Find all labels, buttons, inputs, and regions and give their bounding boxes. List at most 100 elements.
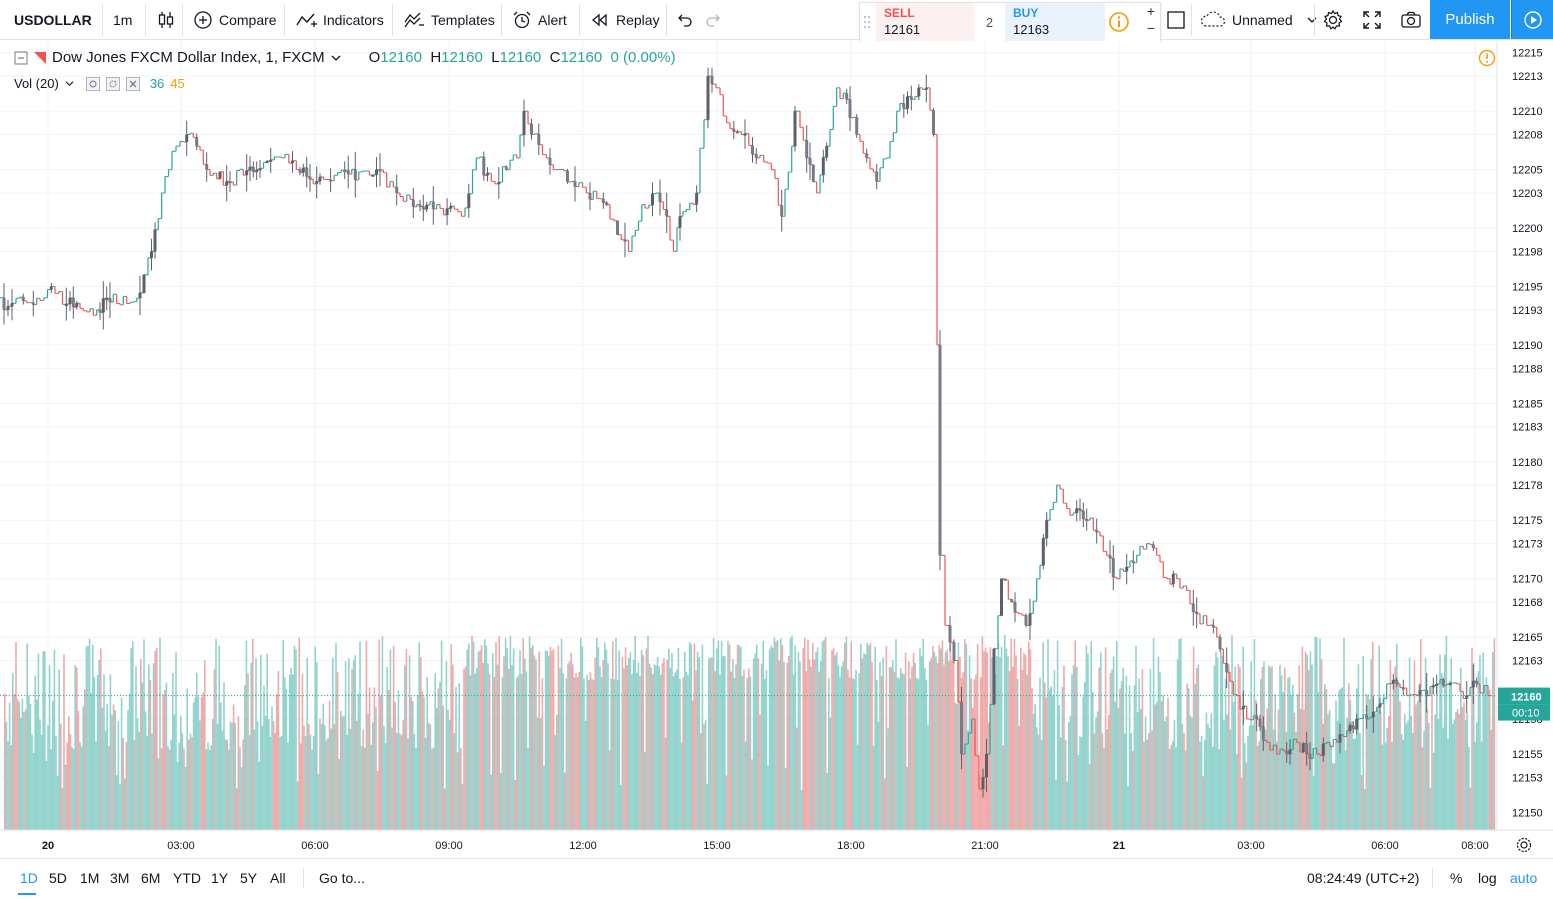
- fullscreen-button[interactable]: [1358, 0, 1386, 40]
- volume-bar: [1197, 664, 1200, 830]
- volume-bar: [391, 727, 393, 830]
- symbol-search-button[interactable]: USDOLLAR: [4, 0, 102, 40]
- volume-bar: [700, 733, 702, 830]
- chevron-down-icon[interactable]: [331, 54, 341, 62]
- publish-button[interactable]: Publish: [1430, 0, 1510, 39]
- volume-bar: [1450, 658, 1452, 830]
- volume-bar: [1084, 682, 1086, 830]
- volume-bar: [605, 649, 608, 830]
- undo-button[interactable]: [667, 0, 701, 40]
- series-title[interactable]: Dow Jones FXCM Dollar Index, 1, FXCM: [52, 49, 325, 66]
- screenshot-button[interactable]: [1396, 0, 1426, 40]
- minus-icon[interactable]: −: [1146, 20, 1156, 36]
- volume-bar: [1319, 638, 1321, 830]
- volume-bar: [543, 765, 545, 830]
- volume-bar: [1381, 744, 1384, 830]
- collapse-legend-icon[interactable]: [14, 51, 28, 65]
- volume-bar: [1042, 642, 1044, 830]
- volume-bar: [359, 641, 361, 830]
- quantity-stepper[interactable]: + −: [1142, 3, 1160, 41]
- volume-bar: [1420, 639, 1422, 830]
- countdown-badge: [1498, 704, 1550, 721]
- alert-button[interactable]: Alert: [502, 0, 577, 40]
- volume-bar: [285, 688, 288, 830]
- volume-bar: [970, 678, 972, 830]
- goto-button[interactable]: Go to...: [319, 870, 365, 886]
- close-icon[interactable]: [125, 76, 140, 91]
- layout-menu-button[interactable]: Unnamed: [1192, 0, 1325, 40]
- warning-icon[interactable]: [1478, 49, 1496, 67]
- range-5y[interactable]: 5Y: [240, 870, 258, 886]
- plus-icon[interactable]: +: [1146, 3, 1156, 19]
- candle-body: [1418, 690, 1422, 696]
- volume-bar: [112, 704, 115, 830]
- interval-button[interactable]: 1m: [103, 0, 142, 40]
- toolbar-divider: [182, 4, 183, 36]
- volume-bar: [160, 748, 163, 830]
- range-6m[interactable]: 6M: [141, 870, 161, 886]
- candle-body: [108, 298, 112, 303]
- volume-bar: [1362, 656, 1364, 830]
- candle-body: [1191, 603, 1195, 612]
- range-5d[interactable]: 5D: [49, 870, 67, 886]
- range-1y[interactable]: 1Y: [211, 870, 229, 886]
- indicators-button[interactable]: Indicators: [285, 0, 394, 40]
- chart-style-button[interactable]: [146, 0, 186, 40]
- settings-button[interactable]: [1318, 0, 1348, 40]
- volume-bar: [1140, 708, 1142, 830]
- volume-bar: [386, 666, 388, 830]
- volume-bar: [738, 645, 740, 830]
- volume-bar: [1104, 647, 1107, 830]
- volume-bar: [589, 672, 592, 830]
- volume-bar: [1290, 694, 1292, 830]
- volume-bar: [472, 641, 475, 830]
- volume-bar: [1092, 692, 1094, 830]
- log-toggle[interactable]: log: [1478, 870, 1497, 886]
- range-all[interactable]: All: [270, 870, 286, 886]
- clock-timezone[interactable]: 08:24:49 (UTC+2): [1307, 870, 1420, 886]
- quantity-value[interactable]: 2: [985, 14, 994, 30]
- redo-button[interactable]: [697, 0, 731, 40]
- volume-title[interactable]: Vol (20): [14, 76, 59, 91]
- chart-area[interactable]: 12215 12213 12210 12208 12205 12203 12200 12198…: [0, 41, 1553, 858]
- eye-icon[interactable]: [85, 76, 100, 91]
- volume-bar: [114, 710, 116, 830]
- volume-bar: [1101, 733, 1104, 830]
- percent-toggle[interactable]: %: [1450, 870, 1463, 886]
- volume-bar: [1340, 688, 1342, 830]
- range-1m[interactable]: 1M: [80, 870, 100, 886]
- volume-bar: [716, 648, 718, 830]
- volume-bar: [1199, 741, 1201, 830]
- price-tick-label: 12198: [1512, 246, 1543, 258]
- volume-bar: [172, 672, 174, 830]
- rectangle-button[interactable]: [1162, 0, 1190, 40]
- axis-settings-icon[interactable]: [1516, 837, 1532, 853]
- chevron-down-icon[interactable]: [65, 80, 74, 87]
- volume-bar: [1490, 729, 1492, 830]
- candle-body: [395, 187, 399, 193]
- replay-button[interactable]: Replay: [580, 0, 670, 40]
- play-button[interactable]: [1511, 0, 1553, 39]
- buy-button[interactable]: BUY 12163: [1005, 3, 1105, 41]
- volume-bar: [380, 695, 382, 830]
- templates-button[interactable]: Templates: [393, 0, 505, 40]
- volume-bar: [844, 642, 846, 830]
- gear-icon[interactable]: [105, 76, 120, 91]
- range-ytd[interactable]: YTD: [173, 870, 201, 886]
- volume-bar: [1384, 742, 1387, 830]
- range-1d[interactable]: 1D: [20, 870, 38, 886]
- volume-bar: [373, 687, 376, 830]
- ohlc-values: O12160 H12160 L12160 C12160 0 (0.00%): [369, 49, 676, 66]
- volume-bar: [421, 691, 424, 830]
- sell-button[interactable]: SELL 12161: [876, 3, 974, 41]
- candle-body: [530, 123, 533, 135]
- range-3m[interactable]: 3M: [110, 870, 130, 886]
- info-icon[interactable]: [1108, 11, 1130, 33]
- compare-button[interactable]: Compare: [183, 0, 287, 40]
- price-chart[interactable]: 12215 12213 12210 12208 12205 12203 12200 12198…: [0, 41, 1553, 858]
- volume-bar: [1132, 751, 1134, 830]
- volume-bar: [631, 674, 633, 830]
- auto-scale-toggle[interactable]: auto: [1510, 870, 1538, 886]
- drag-handle-icon[interactable]: [863, 15, 871, 29]
- price-tick-label: 12155: [1512, 749, 1543, 761]
